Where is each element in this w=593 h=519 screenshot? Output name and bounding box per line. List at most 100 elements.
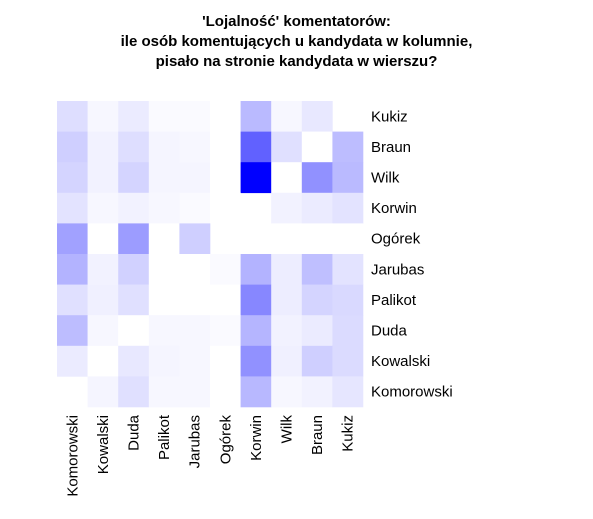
heatmap-cell-wilk-ogorek [210,162,241,194]
heatmap-cell-palikot-kowalski [87,284,119,316]
heatmap-cell-duda-kukiz [332,315,364,347]
column-label-duda: Duda [126,414,143,451]
heatmap-cell-jarubas-korwin [240,254,272,285]
heatmap-cell-duda-wilk [271,315,303,347]
heatmap-cell-komorowski-wilk [271,376,303,408]
heatmap-cell-wilk-kowalski [87,162,119,194]
heatmap-cell-kukiz-jarubas [179,101,211,132]
heatmap-cell-wilk-braun [301,162,333,194]
heatmap-cell-jarubas-wilk [271,254,303,285]
heatmap-cell-palikot-komorowski [57,284,88,316]
row-label-jarubas: Jarubas [371,261,424,278]
heatmap-cell-kukiz-wilk [271,101,303,132]
column-label-palikot: Palikot [156,414,173,460]
heatmap-cell-duda-kowalski [87,315,119,347]
row-label-duda: Duda [371,323,408,340]
heatmap-cell-jarubas-kukiz [332,254,364,285]
heatmap-cell-duda-braun [301,315,333,347]
heatmap-cell-kowalski-palikot [148,345,180,377]
column-label-braun: Braun [309,415,326,455]
heatmap-cell-ogorek-wilk [271,223,303,255]
heatmap-cell-korwin-wilk [271,192,303,224]
column-label-komorowski: Komorowski [64,415,81,497]
heatmap-cell-wilk-duda [118,162,150,194]
heatmap-cell-korwin-kukiz [332,192,364,224]
heatmap-cell-ogorek-kukiz [332,223,364,255]
column-label-ogorek: Ogórek [217,415,234,465]
column-label-kowalski: Kowalski [95,415,112,474]
heatmap-cell-kowalski-braun [301,345,333,377]
heatmap-cell-korwin-braun [301,192,333,224]
heatmap-cell-palikot-duda [118,284,150,316]
row-label-wilk: Wilk [371,170,400,187]
heatmap-cell-wilk-korwin [240,162,272,194]
heatmap-cell-kowalski-komorowski [57,345,88,377]
heatmap-cell-palikot-korwin [240,284,272,316]
heatmap-cell-wilk-komorowski [57,162,88,194]
heatmap-cell-braun-wilk [271,131,303,163]
heatmap-cell-palikot-palikot [148,284,180,316]
heatmap-cell-duda-jarubas [179,315,211,347]
heatmap-cell-braun-korwin [240,131,272,163]
heatmap-cell-jarubas-palikot [148,254,180,285]
heatmap-cell-kukiz-korwin [240,101,272,132]
heatmap-cell-kukiz-palikot [148,101,180,132]
heatmap-cell-jarubas-kowalski [87,254,119,285]
heatmap-cell-komorowski-braun [301,376,333,408]
heatmap-cell-kowalski-duda [118,345,150,377]
heatmap-cell-duda-palikot [148,315,180,347]
heatmap-cell-ogorek-korwin [240,223,272,255]
column-labels: Komorowski Kowalski Duda Palikot Jarubas Ogór… [64,414,356,497]
column-label-korwin: Korwin [248,415,265,461]
column-label-jarubas: Jarubas [187,415,204,468]
heatmap-cell-kowalski-ogorek [210,345,241,377]
heatmap-cell-korwin-komorowski [57,192,88,224]
chart-title-line-1: 'Lojalność' komentatorów: [202,13,391,30]
row-label-palikot: Palikot [371,292,417,309]
chart-title-line-2: ile osób komentujących u kandydata w kol… [120,33,473,50]
heatmap-cell-ogorek-kowalski [87,223,119,255]
heatmap-cell-komorowski-korwin [240,376,272,408]
heatmap-cell-jarubas-jarubas [179,254,211,285]
heatmap-cells [57,101,364,408]
heatmap-cell-korwin-duda [118,192,150,224]
heatmap-cell-komorowski-palikot [148,376,180,408]
heatmap-cell-korwin-palikot [148,192,180,224]
heatmap-cell-kukiz-ogorek [210,101,241,132]
heatmap-cell-braun-kowalski [87,131,119,163]
heatmap-cell-kowalski-kowalski [87,345,119,377]
column-label-kukiz: Kukiz [340,415,357,452]
chart-title-line-3: pisało na stronie kandydata w wierszu? [155,53,438,70]
row-label-kukiz: Kukiz [371,108,408,125]
heatmap-cell-korwin-kowalski [87,192,119,224]
heatmap-cell-komorowski-jarubas [179,376,211,408]
heatmap-cell-ogorek-komorowski [57,223,88,255]
row-label-korwin: Korwin [371,200,417,217]
heatmap-cell-kowalski-jarubas [179,345,211,377]
heatmap-cell-jarubas-ogorek [210,254,241,285]
heatmap-cell-komorowski-kukiz [332,376,364,408]
heatmap-cell-palikot-jarubas [179,284,211,316]
heatmap-cell-duda-korwin [240,315,272,347]
heatmap-cell-braun-kukiz [332,131,364,163]
heatmap-cell-komorowski-kowalski [87,376,119,408]
heatmap-cell-kukiz-komorowski [57,101,88,132]
heatmap-cell-braun-braun [301,131,333,163]
heatmap-cell-komorowski-ogorek [210,376,241,408]
heatmap-cell-kowalski-kukiz [332,345,364,377]
heatmap-cell-kukiz-kowalski [87,101,119,132]
heatmap-cell-ogorek-duda [118,223,150,255]
column-label-wilk: Wilk [279,415,296,444]
heatmap-cell-palikot-ogorek [210,284,241,316]
heatmap-cell-jarubas-duda [118,254,150,285]
heatmap-cell-korwin-jarubas [179,192,211,224]
heatmap-cell-jarubas-komorowski [57,254,88,285]
heatmap-cell-ogorek-braun [301,223,333,255]
heatmap-cell-braun-ogorek [210,131,241,163]
heatmap-cell-duda-komorowski [57,315,88,347]
heatmap-cell-wilk-wilk [271,162,303,194]
heatmap-cell-braun-duda [118,131,150,163]
heatmap-cell-kowalski-wilk [271,345,303,377]
heatmap-cell-wilk-kukiz [332,162,364,194]
